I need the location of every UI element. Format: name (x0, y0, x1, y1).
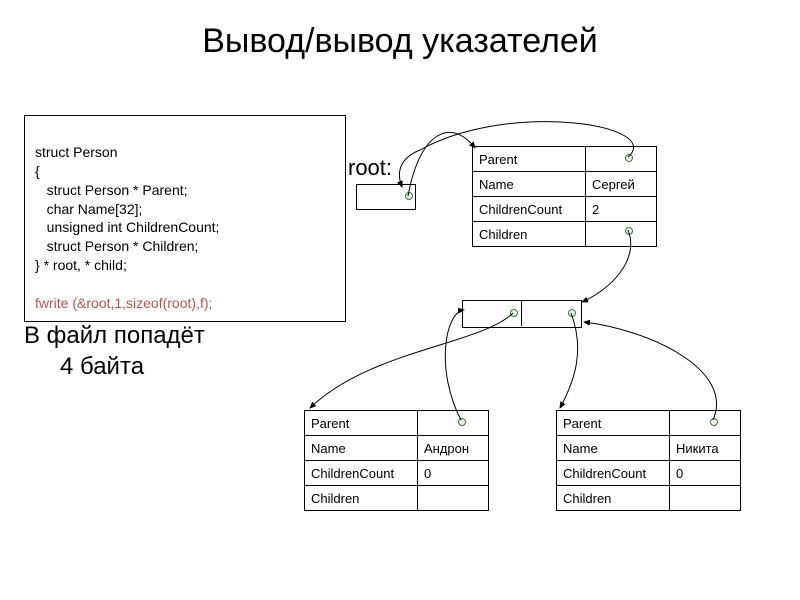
field-name: Name (305, 436, 418, 461)
code-line: unsigned int ChildrenCount; (35, 219, 219, 235)
pointer-dot-icon (510, 309, 518, 317)
pointer-dot-icon (568, 309, 576, 317)
field-childrencount: ChildrenCount (473, 197, 586, 222)
field-name: Name (473, 172, 586, 197)
pointer-dot-icon (710, 418, 718, 426)
field-parent: Parent (473, 147, 586, 172)
field-childrencount: ChildrenCount (305, 461, 418, 486)
pointer-dot-icon (405, 192, 413, 200)
pointer-dot-icon (458, 418, 466, 426)
field-children: Children (305, 486, 418, 511)
field-children: Children (473, 222, 586, 247)
pointer-dot-icon (625, 154, 633, 162)
pointer-dot-icon (625, 227, 633, 235)
field-childrencount: ChildrenCount (557, 461, 670, 486)
value-cell (670, 486, 741, 511)
code-line: char Name[32]; (35, 201, 142, 217)
code-line: } * root, * child; (35, 257, 127, 273)
value-cell (418, 486, 489, 511)
slide-title: Вывод/вывод указателей (0, 22, 800, 61)
code-line: { (35, 163, 40, 179)
code-line: struct Person * Children; (35, 238, 198, 254)
value-cell: 0 (418, 461, 489, 486)
field-name: Name (557, 436, 670, 461)
children-array-divider (521, 300, 522, 326)
value-cell: Андрон (418, 436, 489, 461)
code-line: struct Person * Parent; (35, 182, 188, 198)
value-cell (586, 222, 657, 247)
code-line-fwrite: fwrite (&root,1,sizeof(root),f); (35, 295, 212, 311)
value-cell: Сергей (586, 172, 657, 197)
code-box: struct Person { struct Person * Parent; … (24, 115, 346, 322)
value-cell (586, 147, 657, 172)
note-line: 4 байта (24, 351, 205, 382)
field-parent: Parent (557, 411, 670, 436)
children-array-box (462, 300, 582, 328)
value-cell (418, 411, 489, 436)
value-cell: Никита (670, 436, 741, 461)
root-label: root: (348, 155, 392, 181)
field-parent: Parent (305, 411, 418, 436)
code-line: struct Person (35, 144, 117, 160)
value-cell: 2 (586, 197, 657, 222)
field-children: Children (557, 486, 670, 511)
value-cell: 0 (670, 461, 741, 486)
note-line: В файл попадёт (24, 320, 205, 351)
value-cell (670, 411, 741, 436)
note-text: В файл попадёт 4 байта (24, 320, 205, 382)
